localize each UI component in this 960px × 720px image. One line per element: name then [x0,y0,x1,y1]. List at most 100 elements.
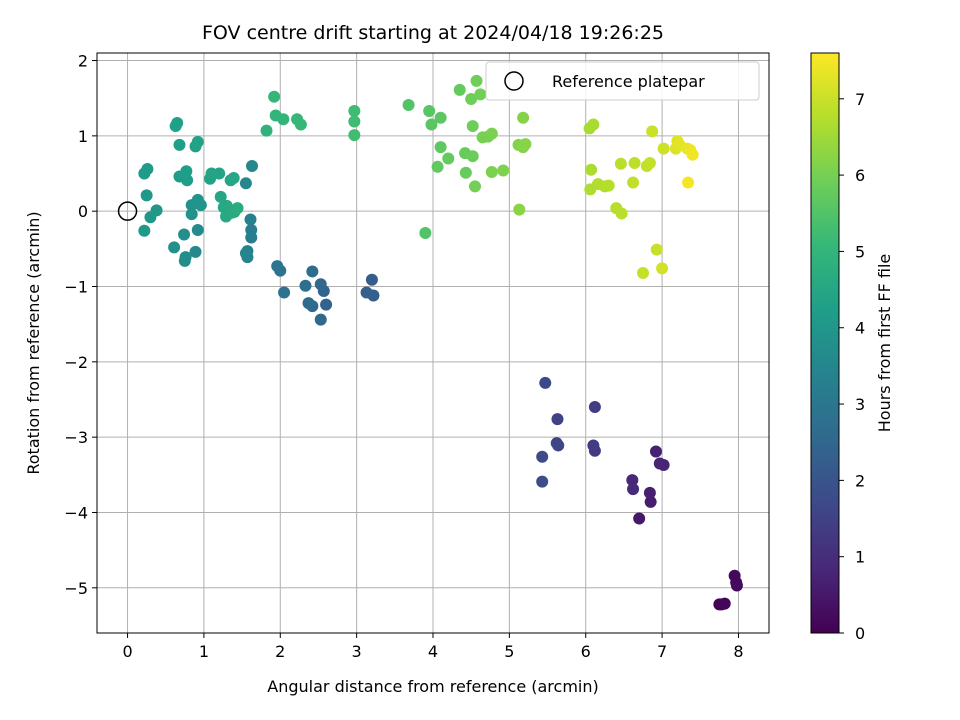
data-point [649,445,662,458]
data-point [231,202,244,215]
data-point [314,278,327,291]
data-point [657,142,670,155]
data-point [245,224,258,237]
data-point [268,90,281,103]
data-point [144,211,157,224]
data-point [434,111,447,124]
legend-label: Reference platepar [552,72,705,91]
data-point [646,125,659,138]
data-point [686,148,699,161]
y-axis-ticks: 2 1 0 −1 −2 −3 −4 −5 [64,52,97,598]
data-point [140,189,153,202]
data-point [180,165,193,178]
data-point [431,160,444,173]
data-point [519,138,532,151]
data-point [497,164,510,177]
data-point [294,118,307,131]
data-point [485,166,498,179]
x-tick-label: 8 [733,642,743,661]
data-point [348,105,361,117]
data-point [365,273,378,286]
colorbar-tick-label: 5 [855,242,865,261]
colorbar-tick-label: 6 [855,166,865,185]
colorbar-ticks: 0 1 2 3 4 5 6 7 [839,90,865,643]
data-point [213,167,226,180]
y-tick-label: −4 [64,503,88,522]
data-point [138,224,151,237]
data-point [178,228,191,241]
x-tick-label: 6 [581,642,591,661]
data-point [536,475,549,488]
data-point [185,208,198,221]
data-point [191,135,204,148]
data-point [633,512,646,525]
legend-box [485,61,760,101]
data-point [552,439,565,452]
data-point [348,115,361,128]
x-tick-label: 1 [199,642,209,661]
data-point [419,227,432,240]
data-point [615,207,628,220]
colorbar: 0 1 2 3 4 5 6 7 Hours from first FF file [810,52,894,643]
data-point [585,163,598,176]
y-axis-label: Rotation from reference (arcmin) [24,211,43,474]
x-tick-label: 4 [428,642,438,661]
reference-platepar-marker [117,201,138,221]
data-point [191,193,204,206]
colorbar-tick-label: 4 [855,319,865,338]
data-point [730,579,743,592]
data-point [173,138,186,151]
x-tick-label: 3 [352,642,362,661]
data-point [718,597,731,610]
x-tick-label: 7 [657,642,667,661]
data-point [627,176,640,189]
data-point [626,474,639,487]
data-point [271,260,284,273]
x-tick-label: 0 [122,642,132,661]
colorbar-tick-label: 7 [855,90,865,109]
data-point [637,266,649,279]
y-tick-label: 2 [78,52,88,71]
data-point [682,176,695,189]
data-point [614,157,627,170]
data-point [643,156,656,169]
y-tick-label: 0 [78,202,88,221]
data-point [650,243,663,256]
data-point [239,247,252,260]
data-point [469,180,481,193]
data-point [453,83,466,96]
data-point [466,150,479,163]
data-point [348,129,361,142]
data-point [513,203,526,216]
x-axis-label: Angular distance from reference (arcmin) [267,677,598,696]
colorbar-label: Hours from first FF file [875,254,894,433]
chart-title: FOV centre drift starting at 2024/04/18 … [202,22,664,44]
data-point [539,376,552,389]
data-point [169,120,182,133]
data-point [551,413,564,426]
colorbar-tick-label: 0 [855,624,865,643]
data-point [306,265,319,278]
data-point [587,118,600,131]
data-point [459,166,472,179]
data-point [178,254,191,267]
x-tick-label: 5 [504,642,514,661]
data-point [657,459,670,472]
data-point [314,313,327,326]
data-point [244,213,257,226]
data-point [299,279,312,292]
data-point [485,127,498,140]
data-point [189,245,202,258]
x-axis-ticks: 0 1 2 3 4 5 6 7 8 [122,633,744,661]
data-point [360,286,373,299]
x-tick-label: 2 [275,642,285,661]
data-point [141,163,154,175]
data-point [239,177,252,190]
data-point [517,111,530,124]
data-point [656,262,669,275]
data-point [602,179,615,192]
data-point [320,298,333,311]
data-point [260,124,273,137]
